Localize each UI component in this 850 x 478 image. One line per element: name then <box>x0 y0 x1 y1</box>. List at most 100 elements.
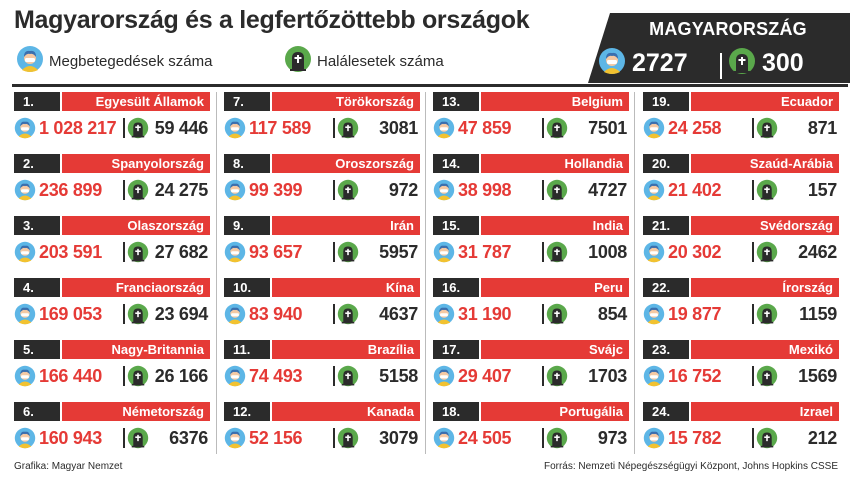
country-name: Franciaország <box>62 278 210 297</box>
card-stats: 83 940 4637 <box>224 302 420 326</box>
card-header: 13. Belgium <box>433 92 629 111</box>
deaths-count: 23 694 <box>154 304 209 324</box>
card-stats: 93 657 5957 <box>224 240 420 264</box>
stat-divider <box>333 304 335 324</box>
stat-divider <box>752 180 754 200</box>
rank-badge: 15. <box>433 216 479 235</box>
person-icon <box>224 117 246 144</box>
card-stats: 160 943 6376 <box>14 426 210 450</box>
deaths-count: 972 <box>388 180 418 200</box>
cases-count: 24 258 <box>668 118 722 138</box>
cases-count: 99 399 <box>249 180 303 200</box>
cases-count: 29 407 <box>458 366 512 386</box>
country-name: India <box>481 216 629 235</box>
header-divider <box>12 84 848 87</box>
cases-count: 166 440 <box>39 366 102 386</box>
person-icon <box>14 427 36 454</box>
person-icon <box>433 427 455 454</box>
country-name: Szaúd-Arábia <box>691 154 839 173</box>
person-icon <box>433 303 455 330</box>
card-stats: 19 877 1159 <box>643 302 839 326</box>
cases-count: 160 943 <box>39 428 102 448</box>
deaths-count: 157 <box>807 180 837 200</box>
tombstone-icon <box>337 241 359 268</box>
country-card: 3. Olaszország 203 591 27 682 <box>14 216 210 266</box>
country-name: Németország <box>62 402 210 421</box>
stat-divider <box>752 366 754 386</box>
person-icon <box>433 241 455 268</box>
rank-badge: 12. <box>224 402 270 421</box>
hungary-divider <box>720 53 722 79</box>
stat-divider <box>123 366 125 386</box>
stat-divider <box>123 242 125 262</box>
hungary-cases: 2727 <box>632 48 688 77</box>
country-card: 19. Ecuador 24 258 871 <box>643 92 839 142</box>
card-header: 15. India <box>433 216 629 235</box>
tombstone-icon <box>127 427 149 454</box>
cases-count: 47 859 <box>458 118 512 138</box>
stat-divider <box>542 118 544 138</box>
card-header: 1. Egyesült Államok <box>14 92 210 111</box>
country-name: Nagy-Britannia <box>62 340 210 359</box>
tombstone-icon <box>127 365 149 392</box>
person-icon <box>16 45 44 77</box>
card-stats: 24 258 871 <box>643 116 839 140</box>
card-header: 5. Nagy-Britannia <box>14 340 210 359</box>
country-card: 11. Brazília 74 493 5158 <box>224 340 420 390</box>
stat-divider <box>752 428 754 448</box>
country-name: Kanada <box>272 402 420 421</box>
card-header: 22. Írország <box>643 278 839 297</box>
rank-badge: 8. <box>224 154 270 173</box>
cases-count: 15 782 <box>668 428 722 448</box>
card-stats: 236 899 24 275 <box>14 178 210 202</box>
stat-divider <box>542 366 544 386</box>
card-header: 3. Olaszország <box>14 216 210 235</box>
rank-badge: 16. <box>433 278 479 297</box>
deaths-count: 59 446 <box>154 118 209 138</box>
card-header: 8. Oroszország <box>224 154 420 173</box>
card-stats: 52 156 3079 <box>224 426 420 450</box>
country-card: 21. Svédország 20 302 2462 <box>643 216 839 266</box>
person-icon <box>14 117 36 144</box>
hungary-cases-block: 2727 <box>598 47 688 79</box>
country-card: 17. Svájc 29 407 1703 <box>433 340 629 390</box>
deaths-count: 3081 <box>379 118 418 138</box>
deaths-count: 7501 <box>588 118 627 138</box>
tombstone-icon <box>337 427 359 454</box>
person-icon <box>643 179 665 206</box>
deaths-count: 24 275 <box>154 180 209 200</box>
rank-badge: 11. <box>224 340 270 359</box>
tombstone-icon <box>728 47 756 80</box>
rank-badge: 10. <box>224 278 270 297</box>
card-stats: 29 407 1703 <box>433 364 629 388</box>
source-text: Forrás: Nemzeti Népegészségügyi Központ,… <box>543 461 838 472</box>
country-card: 24. Izrael 15 782 212 <box>643 402 839 452</box>
cases-count: 203 591 <box>39 242 102 262</box>
deaths-count: 2462 <box>798 242 837 262</box>
stat-divider <box>542 242 544 262</box>
deaths-count: 3079 <box>379 428 418 448</box>
stat-divider <box>333 180 335 200</box>
stat-divider <box>333 366 335 386</box>
credit-text: Grafika: Magyar Nemzet <box>14 461 123 472</box>
card-header: 24. Izrael <box>643 402 839 421</box>
deaths-count: 1703 <box>588 366 627 386</box>
tombstone-icon <box>127 117 149 144</box>
card-header: 18. Portugália <box>433 402 629 421</box>
card-header: 12. Kanada <box>224 402 420 421</box>
card-header: 19. Ecuador <box>643 92 839 111</box>
cases-count: 20 302 <box>668 242 722 262</box>
person-icon <box>224 179 246 206</box>
country-card: 2. Spanyolország 236 899 24 275 <box>14 154 210 204</box>
cases-count: 31 787 <box>458 242 512 262</box>
stat-divider <box>752 304 754 324</box>
card-header: 14. Hollandia <box>433 154 629 173</box>
cases-count: 117 589 <box>249 118 311 138</box>
stat-divider <box>752 118 754 138</box>
person-icon <box>14 303 36 330</box>
deaths-count: 27 682 <box>154 242 209 262</box>
country-name: Írország <box>691 278 839 297</box>
tombstone-icon <box>756 117 778 144</box>
tombstone-icon <box>756 427 778 454</box>
country-name: Svédország <box>691 216 839 235</box>
